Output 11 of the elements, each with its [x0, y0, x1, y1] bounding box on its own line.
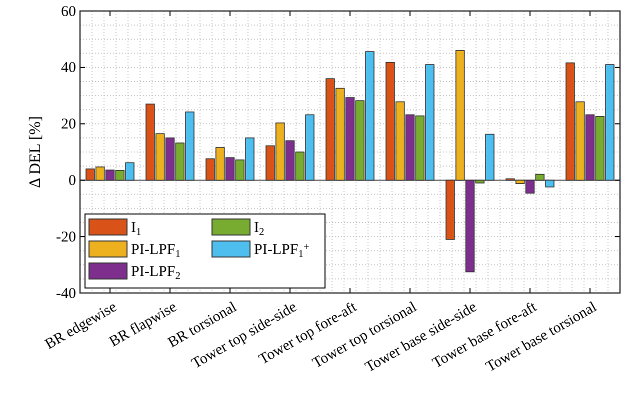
legend-label: PI-LPF$_{2}$: [131, 264, 180, 282]
y-tick-label: -40: [56, 286, 76, 302]
legend-label: PI-LPF$_{1}$: [131, 242, 180, 260]
legend-label: I$_{2}$: [254, 220, 264, 238]
y-tick-label: 40: [61, 60, 76, 76]
y-tick-label: -20: [56, 229, 76, 246]
y-tick-label: 20: [61, 116, 76, 133]
legend-label: I$_{1}$: [131, 220, 142, 238]
y-tick-label: 60: [61, 4, 76, 20]
y-axis-title: Δ DEL [%]: [27, 116, 44, 188]
y-tick-label: 0: [68, 173, 76, 189]
